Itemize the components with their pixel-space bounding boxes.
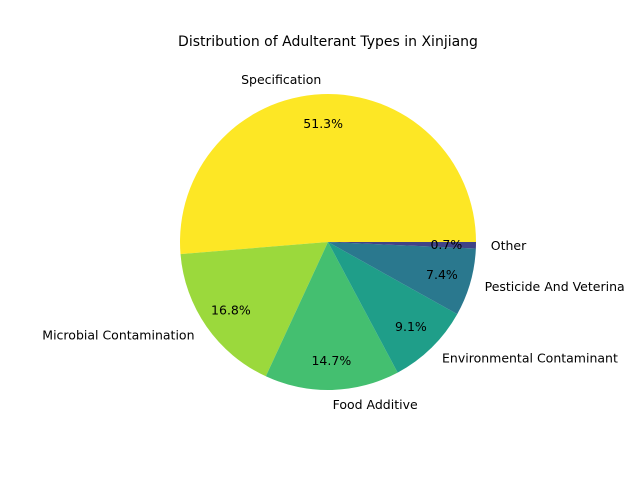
chart-title: Distribution of Adulterant Types in Xinj… [178,34,478,50]
slice-label-other: Other [491,238,527,253]
percent-label-pesticide-and-veterinary-drug-residue: 7.4% [426,267,458,282]
pie-slice-microbial-contamination [180,242,328,377]
slice-label-specification: Specification [241,72,321,87]
slice-label-environmental-contaminant: Environmental Contaminant [442,351,618,366]
slice-label-pesticide-and-veterinary-drug-residue: Pesticide And Veterina [485,279,625,294]
slice-label-food-additive: Food Additive [333,397,418,412]
pie-slice-other [328,242,476,249]
slice-label-microbial-contamination: Microbial Contamination [42,328,194,343]
pie-slice-environmental-contaminant [328,242,458,373]
pie-slice-pesticide-and-veterinary-drug-residue [328,242,476,315]
percent-label-specification: 51.3% [303,116,343,131]
percent-label-other: 0.7% [430,237,462,252]
pie-slice-food-additive [265,242,398,390]
pie-slice-specification [180,94,476,255]
percent-label-microbial-contamination: 16.8% [211,302,251,317]
percent-label-food-additive: 14.7% [311,353,351,368]
percent-label-environmental-contaminant: 9.1% [395,319,427,334]
